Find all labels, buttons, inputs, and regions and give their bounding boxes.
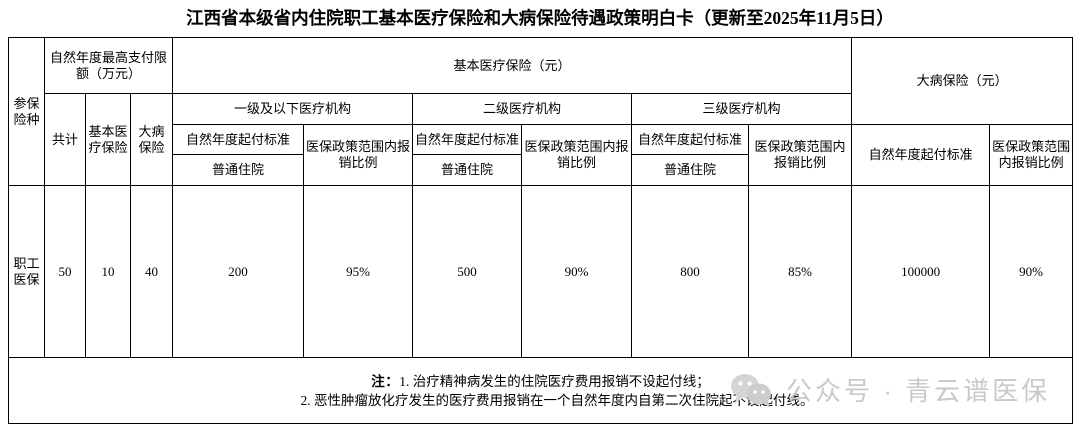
header-tier2-ratio: 医保政策范围内报销比例 <box>521 123 633 187</box>
header-tier3-ordinary: 普通住院 <box>631 154 750 186</box>
row-insurance-type: 职工医保 <box>8 185 45 358</box>
header-row-band3: 自然年度起付标准 医保政策范围内报销比例 自然年度起付标准 医保政策范围内报销比… <box>9 123 1074 187</box>
header-tier2-ordinary: 普通住院 <box>412 154 523 186</box>
header-tier2: 二级医疗机构 <box>412 93 633 125</box>
note-line-1: 注：1. 治疗精神病发生的住院医疗费用报销不设起付线； <box>11 372 1070 391</box>
row-ci-ratio: 90% <box>989 185 1074 358</box>
row-basic-medical: 10 <box>85 185 131 358</box>
row-tier3-ratio: 85% <box>748 185 853 358</box>
row-tier1-deductible: 200 <box>172 185 305 358</box>
header-basic-medical-yuan: 基本医疗保险（元） <box>172 36 853 95</box>
row-total: 50 <box>44 185 86 358</box>
header-total: 共计 <box>44 93 86 186</box>
header-ci-ratio: 医保政策范围内报销比例 <box>989 123 1074 187</box>
header-tier1-ratio: 医保政策范围内报销比例 <box>303 123 414 187</box>
header-tier2-deductible: 自然年度起付标准 <box>412 123 523 156</box>
header-basic-medical: 基本医疗保险 <box>85 93 131 186</box>
note-item-2: 2. 恶性肿瘤放化疗发生的医疗费用报销在一个自然年度内自第二次住院起不设起付线。 <box>300 392 814 408</box>
row-tier3-deductible: 800 <box>631 185 750 358</box>
row-ci-deductible: 100000 <box>851 185 991 358</box>
header-tier1-ordinary: 普通住院 <box>172 154 305 186</box>
row-tier1-ratio: 95% <box>303 185 414 358</box>
header-tier1-deductible: 自然年度起付标准 <box>172 123 305 156</box>
page-title: 江西省本级省内住院职工基本医疗保险和大病保险待遇政策明白卡（更新至2025年11… <box>186 8 894 28</box>
notes-text: 注：1. 治疗精神病发生的住院医疗费用报销不设起付线； 2. 恶性肿瘤放化疗发生… <box>11 372 1070 410</box>
header-tier3-ratio: 医保政策范围内报销比例 <box>748 123 853 187</box>
row-tier2-deductible: 500 <box>412 185 523 358</box>
header-row-band2: 共计 基本医疗保险 大病保险 一级及以下医疗机构 二级医疗机构 三级医疗机构 <box>9 93 1073 186</box>
header-critical-illness: 大病保险 <box>129 93 174 186</box>
header-critical-illness-yuan: 大病保险（元） <box>851 37 1074 125</box>
notes-cell: 注：1. 治疗精神病发生的住院医疗费用报销不设起付线； 2. 恶性肿瘤放化疗发生… <box>7 357 1074 424</box>
header-tier1: 一级及以下医疗机构 <box>172 93 414 125</box>
policy-table-container: 参保险种 自然年度最高支付限额（万元） 基本医疗保险（元） 大病保险（元） 共计… <box>7 36 1074 424</box>
header-tier3: 三级医疗机构 <box>631 93 853 125</box>
header-row-band1: 参保险种 自然年度最高支付限额（万元） 基本医疗保险（元） 大病保险（元） <box>8 36 1074 186</box>
policy-table: 参保险种 自然年度最高支付限额（万元） 基本医疗保险（元） 大病保险（元） 共计… <box>7 36 1074 424</box>
notes-row: 注：1. 治疗精神病发生的住院医疗费用报销不设起付线； 2. 恶性肿瘤放化疗发生… <box>7 357 1074 424</box>
table-row: 职工医保 50 10 40 200 95% 500 90% 800 85% 10… <box>8 185 1074 358</box>
row-tier2-ratio: 90% <box>521 185 633 358</box>
header-tier3-deductible: 自然年度起付标准 <box>631 123 750 156</box>
notes-lead: 注： <box>371 373 400 389</box>
note-item-1: 1. 治疗精神病发生的住院医疗费用报销不设起付线； <box>399 373 710 389</box>
header-ci-deductible: 自然年度起付标准 <box>851 123 991 187</box>
header-annual-max-payment: 自然年度最高支付限额（万元） <box>43 36 174 95</box>
note-line-2: 2. 恶性肿瘤放化疗发生的医疗费用报销在一个自然年度内自第二次住院起不设起付线。 <box>11 391 1070 410</box>
row-critical-illness: 40 <box>129 185 174 358</box>
header-insurance-type: 参保险种 <box>8 37 45 186</box>
